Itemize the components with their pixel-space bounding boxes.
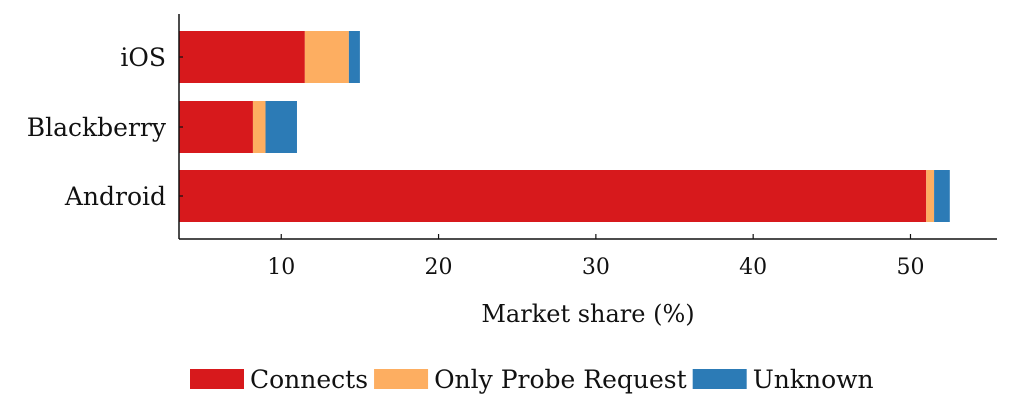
x-tick-label-30: 30 xyxy=(582,255,610,280)
bar-ios-unknown xyxy=(348,31,360,83)
category-label-android: Android xyxy=(64,182,166,211)
x-tick-label-20: 20 xyxy=(425,255,453,280)
x-ticks: 10 20 30 40 50 xyxy=(267,234,924,280)
bar-ios-connects xyxy=(179,31,305,83)
category-label-ios: iOS xyxy=(120,43,166,72)
legend-label-only-probe-request: Only Probe Request xyxy=(434,365,687,394)
x-tick-label-50: 50 xyxy=(896,255,924,280)
x-tick-label-40: 40 xyxy=(739,255,767,280)
x-tick-label-10: 10 xyxy=(267,255,295,280)
legend-label-connects: Connects xyxy=(250,365,368,394)
category-labels: Android Blackberry iOS xyxy=(27,43,183,211)
category-label-blackberry: Blackberry xyxy=(27,113,167,142)
legend: Connects Only Probe Request Unknown xyxy=(190,365,874,394)
bars-group xyxy=(179,31,950,222)
bar-blackberry-unknown xyxy=(265,101,297,153)
bar-ios-only-probe-request xyxy=(304,31,349,83)
legend-swatch-only-probe-request xyxy=(374,369,429,389)
legend-label-unknown: Unknown xyxy=(753,365,874,394)
bar-android-unknown xyxy=(934,170,950,222)
bar-blackberry-connects xyxy=(179,101,253,153)
bar-android-connects xyxy=(179,170,927,222)
legend-swatch-connects xyxy=(190,369,244,389)
x-axis-title: Market share (%) xyxy=(481,300,694,328)
legend-swatch-unknown xyxy=(692,369,747,389)
bar-android-only-probe-request xyxy=(926,170,935,222)
bar-blackberry-only-probe-request xyxy=(252,101,266,153)
